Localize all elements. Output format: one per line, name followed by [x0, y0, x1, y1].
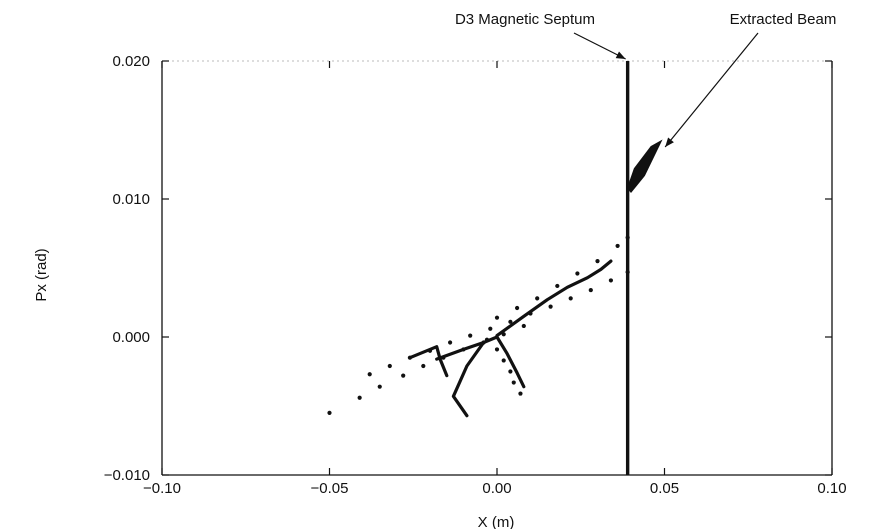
particle-dot: [468, 333, 473, 338]
x-tick-label: 0.05: [650, 480, 679, 497]
extracted-beam-annotation-label: Extracted Beam: [730, 11, 837, 28]
particle-dot: [511, 380, 516, 385]
particle-dot: [494, 347, 500, 352]
x-axis-label: X (m): [478, 514, 515, 529]
particle-dot: [357, 395, 362, 400]
particle-dot: [518, 391, 523, 396]
particle-dot: [555, 283, 560, 289]
particle-dot: [501, 358, 506, 363]
plot-frame: [161, 60, 833, 476]
y-tick-label: −0.010: [104, 467, 150, 484]
particle-dot: [377, 384, 382, 389]
extracted-beam-arrow: [664, 32, 759, 148]
particle-dot: [575, 271, 580, 276]
extracted-beam-arrow-head: [665, 137, 674, 148]
particle-dot: [494, 315, 500, 320]
particle-dot: [568, 296, 573, 301]
trajectory-line: [451, 340, 486, 418]
septum-arrow: [573, 32, 626, 60]
particle-dot: [615, 243, 620, 249]
particle-dot: [421, 363, 426, 369]
axis-layer: X (m) Px (rad) −0.10 −0.05 0.00 0.05 0.10 −0.…: [33, 53, 847, 529]
septum-arrow-head: [615, 51, 626, 59]
particle-dot: [327, 410, 332, 415]
particle-dot: [595, 259, 600, 264]
particle-dot: [588, 287, 593, 293]
x-tick-label: −0.05: [311, 480, 349, 497]
y-axis-label: Px (rad): [33, 248, 50, 301]
particle-dot: [508, 319, 513, 324]
y-tick-label: 0.000: [112, 329, 150, 346]
y-tick-label: 0.020: [112, 53, 150, 70]
particle-dot: [508, 369, 513, 374]
particle-dot: [608, 278, 614, 283]
particle-dot: [515, 305, 520, 311]
septum-annotation-label: D3 Magnetic Septum: [455, 11, 595, 28]
particle-dot: [401, 373, 406, 378]
trajectory-line: [408, 345, 449, 378]
x-tick-label: −0.10: [143, 480, 181, 497]
particle-dot: [488, 326, 493, 331]
extracted-beam-shape: [627, 139, 663, 194]
particle-dot: [535, 296, 540, 301]
x-tick-label: 0.00: [482, 480, 511, 497]
annotation-layer: D3 Magnetic Septum Extracted Beam: [455, 11, 837, 148]
particle-dot: [448, 340, 453, 345]
particle-dot: [367, 372, 372, 377]
y-tick-label: 0.010: [112, 191, 150, 208]
data-layer: [327, 61, 663, 475]
particle-dot: [387, 363, 392, 369]
x-tick-label: 0.10: [817, 480, 846, 497]
particle-dot: [548, 304, 553, 309]
trajectory-line: [495, 259, 613, 338]
particle-dot: [521, 323, 526, 329]
